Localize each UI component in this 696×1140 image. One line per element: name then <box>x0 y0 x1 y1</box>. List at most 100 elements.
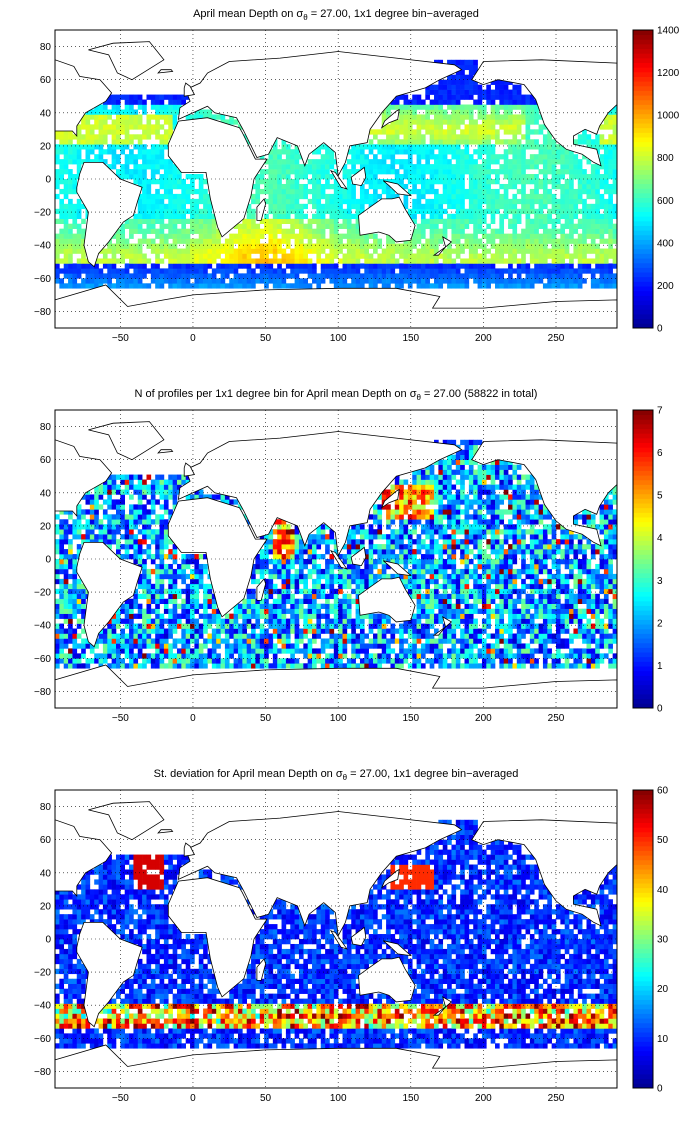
heat-cell <box>312 638 317 644</box>
heat-cell <box>486 174 491 180</box>
heat-cell <box>390 179 396 185</box>
heat-cell <box>538 258 544 264</box>
heat-cell <box>120 119 126 125</box>
heat-cell <box>569 169 574 175</box>
heat-cell <box>455 79 461 85</box>
heat-cell <box>538 183 544 190</box>
heat-cell <box>307 653 313 659</box>
heat-cell <box>303 623 308 629</box>
heat-cell <box>129 283 134 289</box>
heat-cell <box>582 228 587 234</box>
heat-cell <box>111 653 117 659</box>
heat-cell <box>403 253 409 259</box>
heat-cell <box>564 608 570 614</box>
heat-cell <box>525 658 531 664</box>
heat-cell <box>72 218 78 224</box>
heat-cell <box>434 129 439 135</box>
heat-cell <box>495 198 500 205</box>
heat-cell <box>551 273 557 279</box>
heat-cell <box>76 154 82 160</box>
heat-cell <box>608 658 613 664</box>
heat-cell <box>216 613 221 619</box>
heat-cell <box>412 253 417 259</box>
heat-cell <box>133 638 139 644</box>
heat-cell <box>573 663 579 669</box>
heat-cell <box>429 633 435 639</box>
heat-cell <box>233 658 239 664</box>
heat-cell <box>316 233 322 239</box>
heat-cell <box>429 213 435 220</box>
heat-cell <box>538 608 544 614</box>
heat-cell <box>538 179 544 185</box>
heat-cell <box>76 169 82 175</box>
heat-cell <box>508 613 513 619</box>
heat-cell <box>560 238 566 244</box>
heat-cell <box>512 154 518 160</box>
heat-cell <box>390 159 396 165</box>
heat-cell <box>612 183 618 190</box>
heat-cell <box>76 608 82 614</box>
heat-cell <box>268 233 274 239</box>
heat-cell <box>551 593 557 600</box>
heat-cell <box>412 198 417 205</box>
heat-cell <box>551 179 557 185</box>
heat-cell <box>438 268 444 274</box>
heat-cell <box>76 248 82 254</box>
heat-cell <box>368 233 374 239</box>
heat-cell <box>198 268 204 274</box>
heat-cell <box>346 593 352 600</box>
heat-cell <box>333 218 339 224</box>
heat-cell <box>512 134 518 140</box>
heat-cell <box>547 603 552 609</box>
heat-cell <box>599 653 605 659</box>
heat-cell <box>477 663 483 669</box>
heat-cell <box>168 233 173 239</box>
heat-cell <box>150 588 156 595</box>
heat-cell <box>390 144 396 150</box>
heat-cell <box>590 623 596 629</box>
heat-cell <box>107 114 112 120</box>
heat-cell <box>229 628 234 634</box>
heat-cell <box>312 663 317 669</box>
heat-cell <box>137 643 143 649</box>
heat-cell <box>477 593 483 600</box>
heat-cell <box>281 198 287 205</box>
heat-cell <box>521 623 526 629</box>
heat-cell <box>412 203 417 210</box>
heat-cell <box>490 263 496 269</box>
heat-cell <box>455 273 461 279</box>
heat-cell <box>329 653 335 659</box>
heat-cell <box>460 598 465 604</box>
heat-cell <box>525 203 531 210</box>
heat-cell <box>264 618 269 624</box>
heat-cell <box>595 174 600 180</box>
heat-cell <box>237 663 243 669</box>
heat-cell <box>560 159 566 165</box>
heat-cell <box>473 69 478 75</box>
heat-cell <box>420 164 426 170</box>
heat-cell <box>429 658 435 664</box>
heat-cell <box>577 238 583 244</box>
heat-cell <box>455 278 461 284</box>
heat-cell <box>338 618 343 624</box>
heat-cell <box>111 258 117 264</box>
heat-cell <box>420 208 426 215</box>
heat-cell <box>407 129 413 135</box>
heat-cell <box>564 643 570 649</box>
heat-cell <box>211 213 217 220</box>
heat-cell <box>508 233 513 239</box>
heat-cell <box>560 193 566 200</box>
heat-cell <box>316 273 322 279</box>
heat-cell <box>521 283 526 289</box>
heat-cell <box>137 623 143 629</box>
heat-cell <box>172 218 178 224</box>
heat-cell <box>508 603 513 609</box>
heat-cell <box>211 643 217 649</box>
heat-cell <box>468 79 474 85</box>
land-polygon <box>329 169 348 190</box>
heat-cell <box>486 159 491 165</box>
heat-cell <box>129 159 134 165</box>
heat-cell <box>473 134 478 140</box>
heat-cell <box>316 198 322 205</box>
heat-cell <box>442 278 448 284</box>
